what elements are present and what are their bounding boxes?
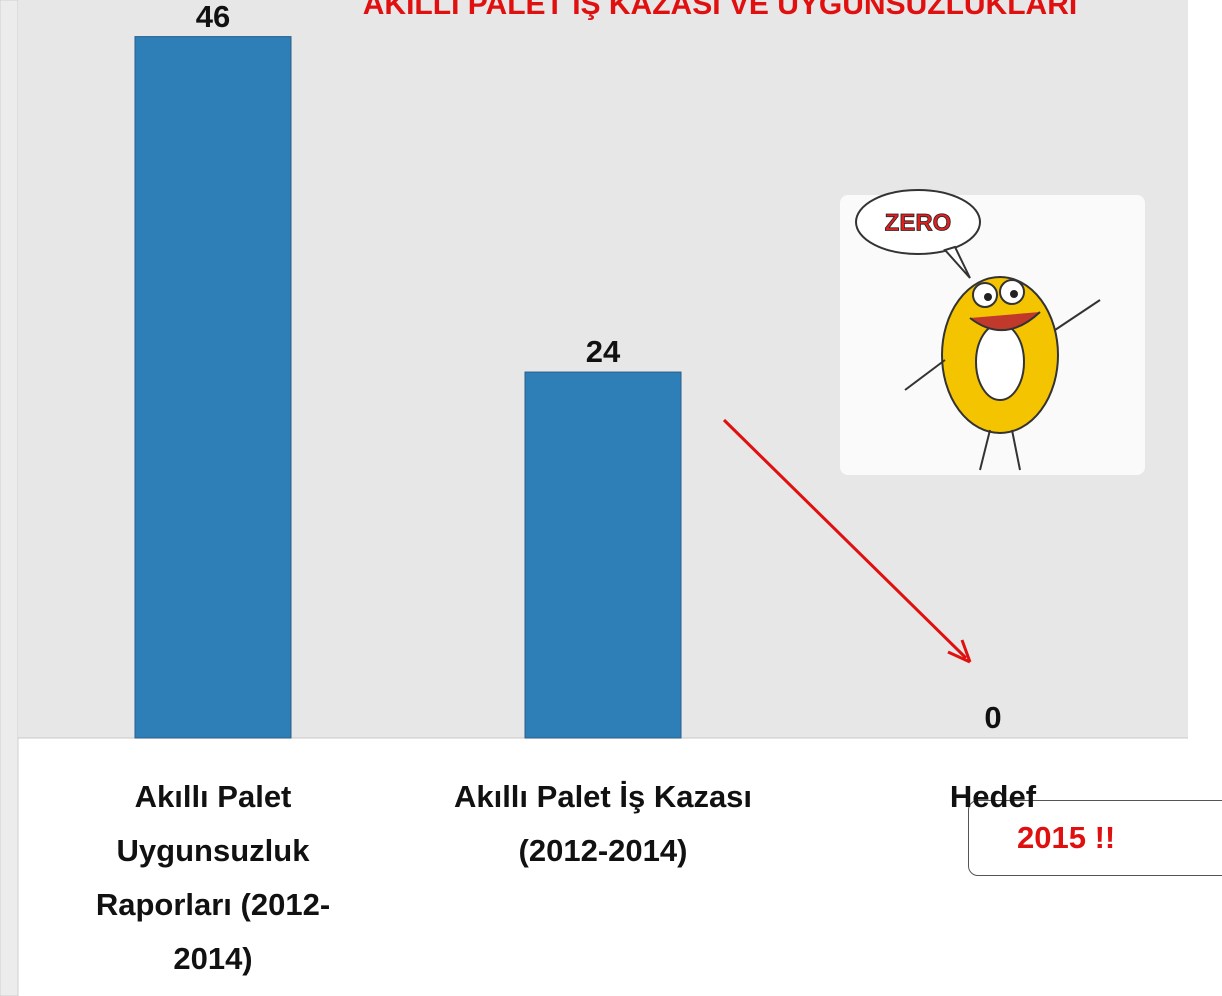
x-tick-label: Akıllı Palet Uygunsuzluk Raporları (2012…	[58, 770, 368, 986]
value-label: 0	[984, 700, 1001, 735]
x-tick-label: Hedef	[838, 770, 1148, 824]
bar	[525, 372, 681, 738]
slide: AKILLI PALET İŞ KAZASI VE UYGUNSUZLUKLAR…	[0, 0, 1222, 996]
cartoon: ZERO	[840, 190, 1145, 475]
cartoon-label: ZERO	[885, 209, 952, 236]
value-label: 24	[586, 334, 621, 369]
bar	[135, 37, 291, 738]
chart-title: AKILLI PALET İŞ KAZASI VE UYGUNSUZLUKLAR…	[363, 0, 1077, 21]
side-strip	[0, 0, 18, 996]
x-tick-label: Akıllı Palet İş Kazası (2012-2014)	[448, 770, 758, 878]
value-label: 46	[196, 0, 230, 34]
